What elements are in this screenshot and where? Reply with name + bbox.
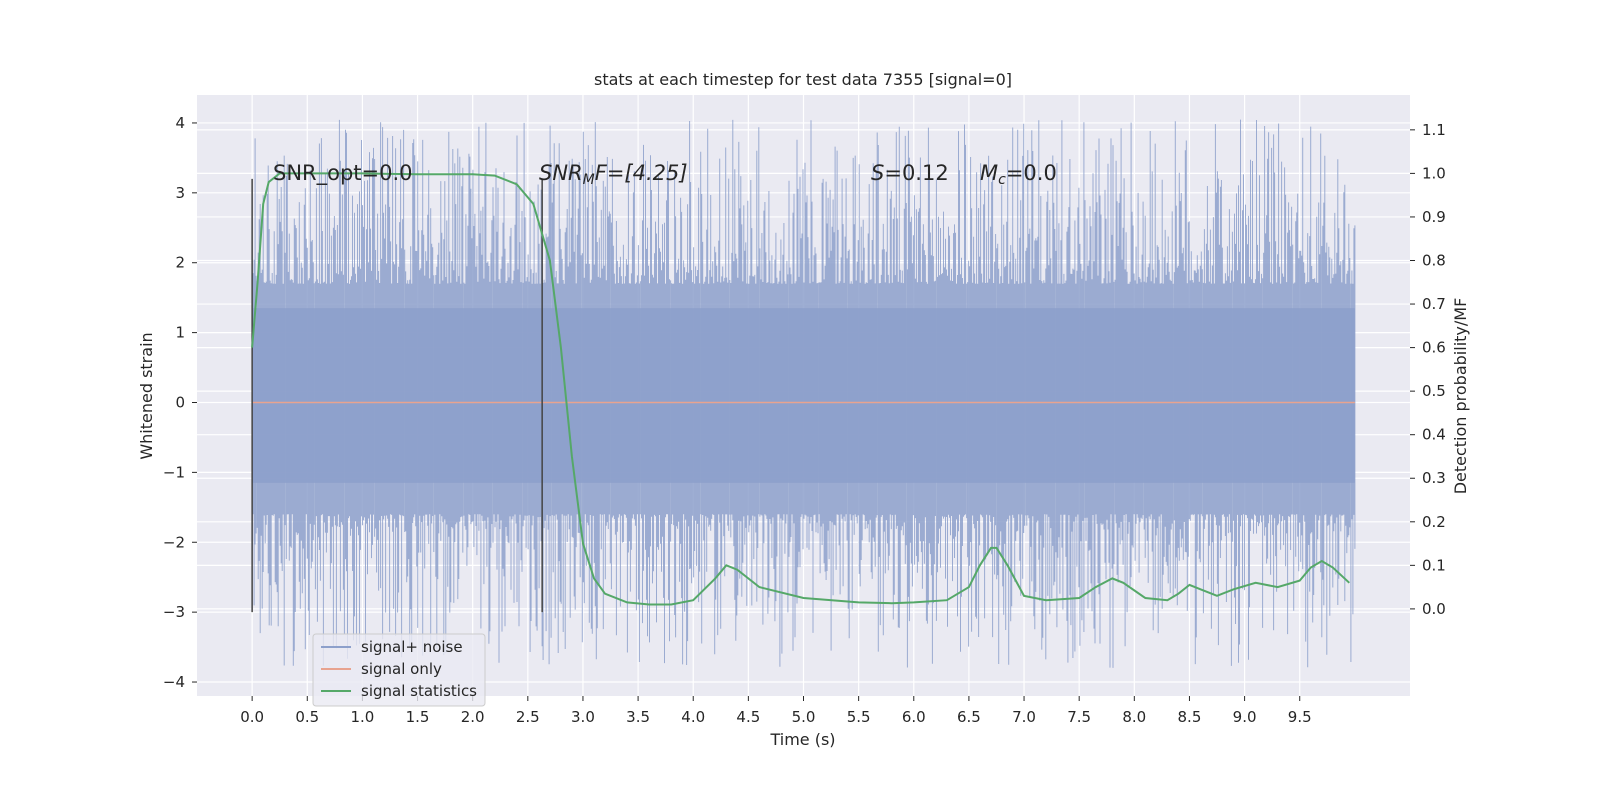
legend-label-signal-only: signal only [361, 660, 442, 678]
y-right-tick-label: 0.9 [1422, 208, 1446, 226]
x-tick-label: 3.0 [571, 708, 595, 726]
y-right-tick-label: 0.7 [1422, 295, 1446, 313]
y-right-tick-label: 1.0 [1422, 164, 1446, 182]
x-tick-label: 4.0 [681, 708, 705, 726]
y-left-tick-label: −2 [163, 533, 185, 551]
y-left-tick-label: 1 [175, 324, 185, 342]
x-tick-label: 1.5 [406, 708, 430, 726]
annotation-snr-opt: SNR_opt=0.0 [273, 161, 413, 186]
x-tick-label: 8.0 [1122, 708, 1146, 726]
annotation-snr-mf-sub: M [583, 172, 595, 188]
y-left-tick-label: −1 [163, 463, 185, 481]
annotation-snr-mf-base: SNR [539, 161, 583, 185]
x-tick-label: 7.0 [1012, 708, 1036, 726]
y-left-tick-label: 3 [175, 184, 185, 202]
y-left-tick-label: 0 [175, 393, 185, 411]
y-left-axis-ticks: 4 3 2 1 0 −1 −2 −3 −4 [163, 114, 197, 691]
x-tick-label: 0.5 [295, 708, 319, 726]
marker-lines [251, 178, 543, 613]
legend-box [312, 633, 486, 707]
y-right-tick-label: 0.6 [1422, 339, 1446, 357]
x-tick-label: 5.5 [847, 708, 871, 726]
legend-label-signal-statistics: signal statistics [361, 682, 477, 700]
x-tick-label: 5.0 [792, 708, 816, 726]
legend: signal+ noise signal only signal statist… [312, 633, 486, 707]
y-right-tick-label: 0.5 [1422, 382, 1446, 400]
y-left-tick-label: 2 [175, 254, 185, 272]
x-axis-ticks: 0.0 0.5 1.0 1.5 2.0 2.5 3.0 3.5 4.0 4.5 5.0 5.5 6.0 6… [240, 696, 1312, 726]
x-tick-label: 0.0 [240, 708, 264, 726]
y-left-tick-label: −3 [163, 603, 185, 621]
annotation-snr-mf-tail: F=[4.25] [595, 161, 688, 185]
x-tick-label: 6.0 [902, 708, 926, 726]
x-tick-label: 3.5 [626, 708, 650, 726]
x-tick-label: 8.5 [1178, 708, 1202, 726]
x-axis-label: Time (s) [769, 730, 835, 749]
y-left-tick-label: 4 [175, 114, 185, 132]
legend-label-signal-plus-noise: signal+ noise [361, 638, 463, 656]
annotation-mc-val: =0.0 [1006, 161, 1057, 185]
y-right-axis-ticks: 1.1 1.0 0.9 0.8 0.7 0.6 0.5 0.4 0.3 0.2 0.1 0.0 [1410, 121, 1446, 618]
x-tick-label: 2.0 [461, 708, 485, 726]
annotation-snr-mf: SNRMF=[4.25] [539, 161, 688, 188]
x-tick-label: 4.5 [736, 708, 760, 726]
chart-title: stats at each timestep for test data 735… [594, 70, 1012, 89]
y-right-tick-label: 0.0 [1422, 600, 1446, 618]
x-tick-label: 9.0 [1233, 708, 1257, 726]
y-right-tick-label: 0.4 [1422, 426, 1446, 444]
annotation-s: S=0.12 [871, 161, 949, 185]
series-signal-statistics-line [251, 172, 1350, 606]
x-tick-label: 6.5 [957, 708, 981, 726]
x-tick-label: 2.5 [516, 708, 540, 726]
annotation-mc-sub: c [998, 172, 1006, 188]
annotation-s-val: =0.12 [884, 161, 948, 185]
annotation-s-var: S [871, 161, 884, 185]
y-right-tick-label: 0.2 [1422, 513, 1446, 531]
annotation-mc: Mc=0.0 [980, 161, 1057, 188]
y-right-tick-label: 1.1 [1422, 121, 1446, 139]
x-tick-label: 1.0 [350, 708, 374, 726]
x-tick-label: 9.5 [1288, 708, 1312, 726]
y-right-tick-label: 0.8 [1422, 251, 1446, 269]
series-signal-plus-noise [251, 119, 1356, 668]
y-left-axis-label: Whitened strain [137, 332, 156, 459]
y-left-tick-label: −4 [163, 673, 185, 691]
x-tick-label: 7.5 [1067, 708, 1091, 726]
annotation-mc-var: M [980, 161, 998, 185]
y-right-tick-label: 0.3 [1422, 469, 1446, 487]
y-right-axis-label: Detection probability/MF [1451, 298, 1470, 495]
y-right-tick-label: 0.1 [1422, 556, 1446, 574]
